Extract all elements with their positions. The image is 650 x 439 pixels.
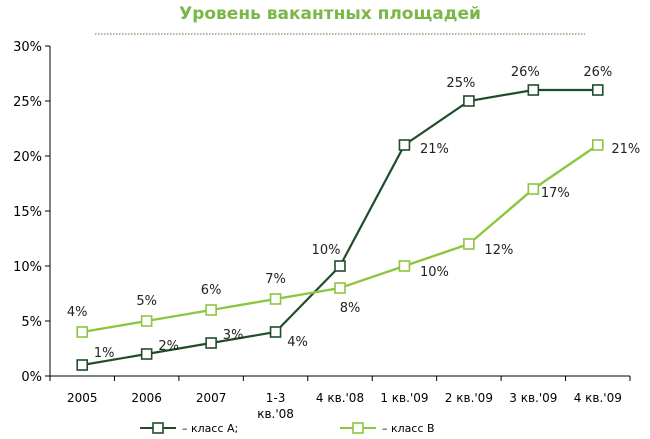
series-class-b: 4% 5% 6% 7% 8% 10% 12% 17% 21%: [67, 139, 640, 338]
data-point: [269, 326, 282, 338]
data-point: [591, 84, 604, 96]
x-tick-label: 1-3: [266, 391, 286, 405]
data-label: 26%: [583, 65, 612, 80]
data-label: 6%: [201, 283, 222, 298]
x-tick-label: 1 кв.'09: [380, 391, 428, 405]
y-tick-label: 0%: [21, 370, 42, 385]
data-label: 21%: [611, 142, 640, 157]
data-label: 3%: [223, 328, 244, 343]
data-point: [463, 238, 475, 250]
legend-swatch-marker: [152, 422, 164, 434]
data-label: 12%: [484, 243, 513, 258]
data-point: [398, 139, 411, 151]
data-point: [334, 282, 346, 294]
y-tick-label: 20%: [13, 150, 42, 165]
data-label: 1%: [94, 346, 115, 361]
series-layer: 1% 2%3% 4%10%21%25%26% 26%4%5%6%7%8%10%12%1…: [67, 65, 640, 371]
x-tick-label: 4 кв.'09: [574, 391, 622, 405]
data-label: 4%: [67, 305, 88, 320]
data-label: 4%: [287, 335, 308, 350]
x-tick-label: 3 кв.'09: [509, 391, 557, 405]
data-point: [140, 348, 153, 360]
data-label: 25%: [446, 76, 475, 91]
y-tick-label: 10%: [13, 260, 42, 275]
data-point: [76, 326, 89, 338]
data-point: [398, 260, 411, 272]
data-point: [591, 139, 604, 151]
y-tick-label: 15%: [13, 205, 42, 220]
data-label: 26%: [511, 65, 540, 80]
x-tick-label: кв.'08: [257, 407, 294, 421]
data-label: 2%: [158, 339, 179, 354]
x-tick-label: 2007: [196, 391, 227, 405]
data-point: [76, 359, 89, 371]
legend-item-class-b: – класс В: [340, 422, 435, 435]
data-label: 10%: [420, 265, 449, 280]
x-tick-label: 2006: [131, 391, 162, 405]
data-label: 17%: [541, 186, 570, 201]
series-class-a: 1% 2% 3% 4% 10% 21% 25% 26% 26%: [76, 65, 612, 371]
data-point: [334, 260, 346, 272]
legend-label: – класс В: [382, 422, 435, 435]
data-label: 21%: [420, 142, 449, 157]
data-point: [463, 95, 475, 107]
chart-title: Уровень вакантных площадей: [179, 4, 481, 24]
data-point: [527, 84, 540, 96]
data-point: [205, 337, 217, 349]
series-line: [82, 88, 598, 367]
axes: 0% 5% 10% 15% 20% 25% 30% 2005 2006 2007 1-3 кв.'08…: [13, 40, 631, 421]
data-label: 8%: [340, 301, 361, 316]
data-point: [527, 183, 540, 195]
legend-item-class-a: – класс А;: [140, 422, 238, 435]
data-point: [205, 304, 217, 316]
y-tick-label: 25%: [13, 95, 42, 110]
data-label: 10%: [312, 243, 341, 258]
data-label: 7%: [265, 272, 286, 287]
y-tick-label: 5%: [21, 315, 42, 330]
data-point: [269, 293, 282, 305]
y-tick-label: 30%: [13, 40, 42, 55]
data-label: 5%: [136, 294, 157, 309]
x-tick-label: 4 кв.'08: [316, 391, 364, 405]
legend-swatch-marker: [352, 422, 364, 434]
legend: – класс А; – класс В: [140, 422, 435, 435]
data-point: [140, 315, 153, 327]
x-tick-label: 2005: [67, 391, 98, 405]
x-tick-label: 2 кв.'09: [445, 391, 493, 405]
legend-label: – класс А;: [182, 422, 238, 435]
